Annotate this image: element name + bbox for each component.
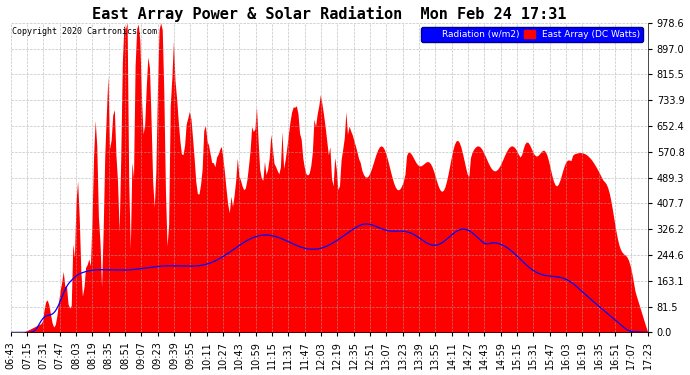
Legend: Radiation (w/m2), East Array (DC Watts): Radiation (w/m2), East Array (DC Watts) (422, 27, 643, 42)
Title: East Array Power & Solar Radiation  Mon Feb 24 17:31: East Array Power & Solar Radiation Mon F… (92, 6, 566, 21)
Text: Copyright 2020 Cartronics.com: Copyright 2020 Cartronics.com (12, 27, 157, 36)
